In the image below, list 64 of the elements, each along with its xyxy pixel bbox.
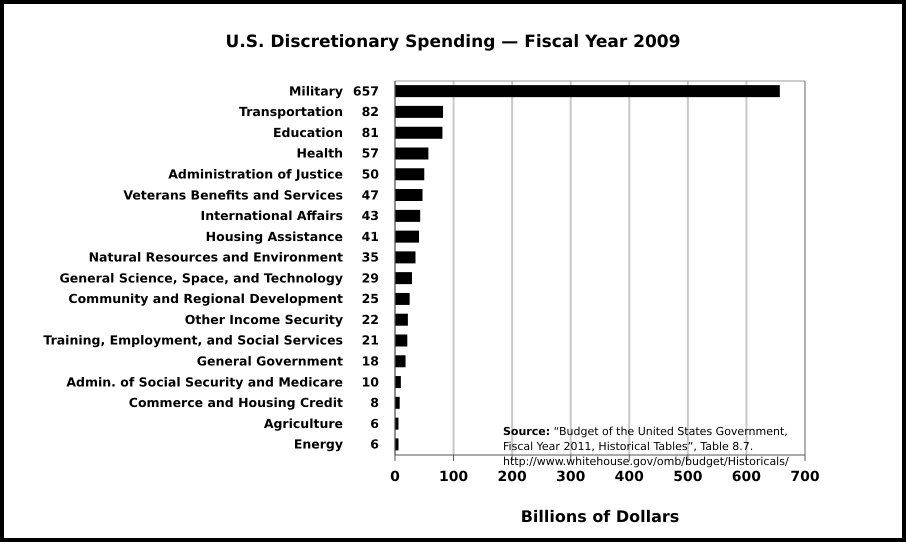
annotation: Fiscal Year 2011, Historical Tables”, Table 8.7. bbox=[503, 439, 754, 454]
annotation: http://www.whitehouse.gov/omb/budget/Historicals/ bbox=[503, 454, 789, 469]
x-tick-label: 200 bbox=[498, 468, 528, 485]
data-label: 50 bbox=[362, 166, 380, 182]
data-label: 6 bbox=[370, 436, 380, 452]
x-axis-title: Billions of Dollars bbox=[520, 507, 680, 526]
x-tick-label: 0 bbox=[390, 468, 400, 485]
y-tick-label: Training, Employment, and Social Services bbox=[43, 332, 343, 348]
data-label: 22 bbox=[362, 312, 379, 327]
data-label: 82 bbox=[362, 104, 379, 120]
data-label: 43 bbox=[362, 208, 379, 224]
bar bbox=[395, 314, 408, 326]
data-label: 29 bbox=[362, 270, 379, 286]
y-tick-label: Administration of Justice bbox=[168, 166, 343, 182]
y-tick-label: Education bbox=[273, 124, 343, 140]
bar bbox=[395, 334, 408, 346]
y-tick-label: Commerce and Housing Credit bbox=[128, 395, 344, 410]
data-label: 41 bbox=[362, 228, 379, 244]
x-tick-label: 100 bbox=[438, 468, 468, 485]
y-tick-label: Community and Regional Development bbox=[68, 291, 344, 306]
data-label: 57 bbox=[362, 146, 379, 161]
x-tick-label: 600 bbox=[732, 468, 762, 485]
y-tick-label: Transportation bbox=[239, 104, 343, 120]
chart-title: U.S. Discretionary Spending — Fiscal Year 2009 bbox=[224, 32, 682, 52]
data-label: 8 bbox=[370, 395, 379, 410]
x-tick-label: 700 bbox=[790, 468, 820, 485]
bar bbox=[395, 376, 401, 388]
data-label: 6 bbox=[370, 416, 380, 431]
data-label: 10 bbox=[362, 374, 380, 390]
y-tick-label: Military bbox=[288, 83, 343, 98]
bar bbox=[395, 85, 780, 98]
bar bbox=[395, 272, 412, 284]
y-tick-label: General Science, Space, and Technology bbox=[59, 270, 343, 286]
y-tick-label: International Affairs bbox=[200, 208, 343, 224]
data-label: 81 bbox=[362, 124, 379, 140]
y-tick-label: Agriculture bbox=[264, 416, 343, 431]
data-label: 21 bbox=[362, 332, 379, 348]
bar bbox=[395, 355, 406, 368]
y-tick-label: Energy bbox=[294, 436, 343, 452]
y-tick-label: Veterans Benefits and Services bbox=[123, 187, 343, 202]
y-tick-label: Housing Assistance bbox=[206, 228, 343, 244]
annotation: Source: “Budget of the United States Government, bbox=[503, 424, 789, 439]
bar bbox=[395, 126, 442, 139]
y-tick-label: Health bbox=[296, 146, 343, 161]
y-tick-label: Natural Resources and Environment bbox=[88, 250, 344, 265]
y-tick-label: General Government bbox=[196, 354, 344, 368]
bar bbox=[395, 251, 416, 264]
data-label: 657 bbox=[352, 83, 379, 98]
x-tick-label: 300 bbox=[556, 468, 586, 485]
data-label: 18 bbox=[362, 354, 379, 368]
bar bbox=[395, 168, 424, 180]
bar bbox=[395, 189, 423, 202]
x-tick-label: 500 bbox=[673, 468, 703, 485]
y-tick-label: Admin. of Social Security and Medicare bbox=[66, 374, 343, 390]
data-label: 35 bbox=[362, 250, 379, 265]
y-tick-label: Other Income Security bbox=[184, 312, 343, 327]
bar bbox=[395, 292, 410, 305]
bar bbox=[395, 106, 444, 118]
bar bbox=[395, 210, 420, 222]
bar bbox=[395, 147, 428, 160]
bar bbox=[395, 230, 420, 243]
data-label: 47 bbox=[362, 187, 379, 202]
data-label: 25 bbox=[362, 291, 379, 306]
x-tick-label: 400 bbox=[614, 468, 644, 485]
